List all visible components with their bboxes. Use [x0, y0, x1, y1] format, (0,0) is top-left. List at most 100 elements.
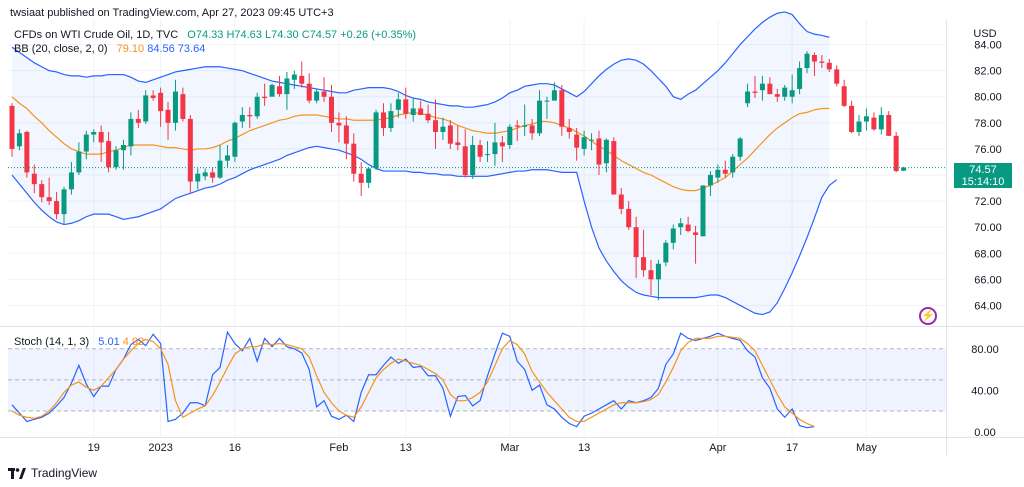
candle-body — [158, 92, 164, 112]
candle — [707, 171, 713, 196]
candle — [106, 131, 112, 173]
candle-body — [54, 201, 60, 215]
candle-body — [91, 131, 97, 135]
candle-body — [485, 154, 491, 156]
tradingview-logo[interactable]: TradingView — [8, 466, 97, 480]
candle-body — [514, 125, 520, 127]
candle — [113, 146, 119, 170]
bb-lower-line — [11, 145, 838, 316]
candle — [603, 138, 609, 173]
price-tick-label: 84.00 — [974, 40, 1002, 52]
candle-body — [841, 86, 847, 106]
candle — [759, 75, 765, 101]
candle-body — [462, 146, 468, 175]
candle — [522, 104, 528, 136]
candle-body — [306, 83, 312, 101]
candle — [737, 137, 743, 161]
candle — [150, 90, 156, 101]
bb-fill — [12, 11, 830, 315]
candle-body — [752, 91, 758, 93]
candle — [239, 107, 245, 129]
candle — [752, 75, 758, 99]
candle-body — [745, 91, 751, 104]
candle — [871, 112, 877, 131]
candle — [284, 71, 290, 110]
bb-basis-value: 79.10 — [116, 43, 145, 55]
candle — [655, 259, 661, 301]
candle-body — [878, 115, 884, 130]
candle-body — [366, 168, 372, 183]
candle — [797, 61, 803, 95]
candle-body — [276, 86, 282, 95]
candle — [529, 118, 535, 140]
candle-body — [68, 172, 74, 190]
candle — [693, 225, 699, 264]
candle-body — [707, 175, 713, 186]
candle — [202, 168, 208, 181]
candle-body — [589, 139, 595, 141]
candle — [410, 98, 416, 122]
price-tick-label: 82.00 — [974, 66, 1002, 78]
candle-body — [603, 139, 609, 164]
candle — [678, 218, 684, 235]
candle-body — [655, 263, 661, 280]
candle-body — [106, 141, 112, 168]
bar-countdown: 15:14:10 — [961, 176, 1005, 188]
candle — [195, 168, 201, 190]
candle — [641, 229, 647, 277]
candle — [343, 116, 349, 160]
candle-body — [128, 118, 134, 147]
time-tick-label: Feb — [329, 442, 348, 454]
candle-body — [395, 99, 401, 110]
candle-body — [232, 122, 238, 157]
stoch-legend: Stoch (14, 1, 3) 5.01 4.92 — [14, 336, 144, 348]
candle-body — [670, 228, 676, 243]
candle — [804, 51, 810, 74]
candle — [9, 103, 15, 157]
candle-body — [328, 96, 334, 123]
candle-body — [886, 115, 892, 136]
candle-body — [291, 74, 297, 80]
price-tick-label: 72.00 — [974, 196, 1002, 208]
time-tick-label: 13 — [400, 442, 412, 454]
candle-body — [834, 69, 840, 84]
candle — [715, 164, 721, 183]
candle-body — [826, 62, 832, 70]
candle — [24, 130, 30, 178]
candle — [834, 65, 840, 87]
candle — [224, 145, 230, 168]
candle — [811, 52, 817, 76]
candle-body — [239, 115, 245, 122]
candle-body — [811, 55, 817, 62]
candle-body — [165, 109, 171, 123]
candle — [700, 185, 706, 237]
candle — [165, 101, 171, 140]
candle — [470, 135, 476, 179]
lightning-icon[interactable]: ⚡ — [919, 307, 937, 325]
candle — [16, 129, 22, 151]
time-tick-label: 13 — [578, 442, 590, 454]
candle-body — [774, 94, 780, 97]
candle-body — [626, 208, 632, 228]
candle — [648, 259, 654, 295]
candle-body — [120, 145, 126, 151]
candle — [433, 99, 439, 149]
candle-body — [596, 138, 602, 165]
candle — [782, 85, 788, 101]
candle-body — [39, 184, 45, 198]
candle — [901, 166, 907, 172]
symbol-name: CFDs on WTI Crude Oil, 1D, TVC — [14, 29, 179, 41]
candle-body — [321, 91, 327, 97]
candle-body — [819, 61, 825, 63]
candle — [745, 83, 751, 108]
candle — [559, 85, 565, 136]
tradingview-logo-text: TradingView — [31, 466, 98, 480]
candle-body — [403, 99, 409, 114]
high-value: H74.63 — [226, 29, 262, 41]
candle — [462, 129, 468, 178]
candle — [373, 109, 379, 170]
candle-body — [529, 125, 535, 134]
candle — [366, 167, 372, 189]
candle — [789, 74, 795, 104]
